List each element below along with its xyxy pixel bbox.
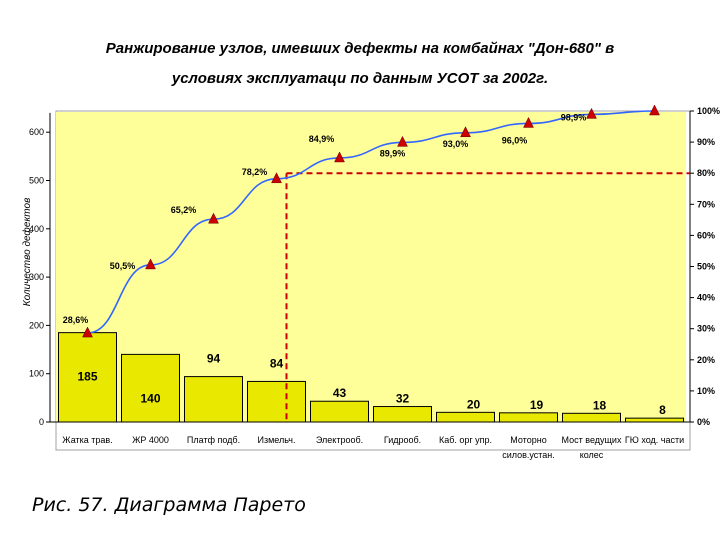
bar (184, 376, 243, 423)
x-tick-label: Каб. орг упр. (439, 435, 492, 445)
y2-tick-label: 70% (697, 199, 715, 209)
x-tick-label: Платф подб. (187, 435, 240, 445)
x-tick-label: Электрооб. (316, 435, 363, 445)
cumulative-marker (397, 135, 408, 147)
y2-tick-label: 0% (697, 417, 710, 427)
y-tick-label: 400 (29, 224, 44, 234)
y2-tick-label: 10% (697, 386, 715, 396)
bar-value-label: 19 (530, 398, 544, 412)
y2-tick-label: 50% (697, 262, 715, 272)
bar-value-label: 18 (593, 398, 607, 412)
y2-tick-label: 30% (697, 324, 715, 334)
bar (247, 380, 306, 423)
cumulative-label: 78,2% (242, 167, 268, 177)
x-tick-label: ЖР 4000 (132, 435, 169, 445)
bar-value-label: 20 (467, 397, 481, 411)
cumulative-marker (271, 172, 282, 184)
y-tick-label: 200 (29, 320, 44, 330)
cumulative-marker (82, 326, 93, 338)
x-tick-label: колес (580, 450, 604, 460)
cumulative-marker (145, 258, 156, 270)
y-tick-label: 100 (29, 369, 44, 379)
cumulative-line-series: 28,6% 50,5% 65,2% 78,2% 84,9% 89,9% 93,0% 96,0%… (63, 104, 660, 338)
bar (373, 406, 432, 423)
bar (58, 332, 117, 423)
y-tick-label: 300 (29, 272, 44, 282)
cumulative-marker (334, 151, 345, 163)
x-tick-label: Моторно (510, 435, 546, 445)
figure-caption: Рис. 57. Диаграмма Парето (32, 494, 306, 516)
cumulative-label: 93,0% (443, 139, 469, 149)
cumulative-marker (460, 126, 471, 138)
cumulative-label: 50,5% (110, 261, 136, 271)
bar-value-label: 185 (77, 370, 97, 384)
bar (121, 353, 180, 423)
bar-series: 185 140 94 84 43 32 20 19 18 8 (58, 332, 684, 423)
x-tick-label: Гидрооб. (384, 435, 421, 445)
cumulative-label: 84,9% (309, 134, 335, 144)
y-axis-left: 0 100 200 300 400 500 600 (29, 112, 51, 427)
reference-line-80 (285, 172, 690, 422)
cumulative-line (87, 110, 655, 334)
cumulative-marker (523, 116, 534, 128)
y2-tick-label: 40% (697, 293, 715, 303)
y-tick-label: 0 (39, 417, 44, 427)
bar (562, 412, 621, 423)
bar-value-label: 140 (140, 391, 160, 405)
y2-tick-label: 90% (697, 137, 715, 147)
y2-tick-label: 20% (697, 355, 715, 365)
x-tick-label: ГЮ ход. части (625, 435, 684, 445)
cumulative-label: 89,9% (380, 148, 406, 158)
cumulative-marker (649, 104, 660, 116)
x-tick-label: силов.устан. (502, 450, 555, 460)
cumulative-label: 98,9% (561, 112, 587, 122)
x-axis-labels: Жатка трав. ЖР 4000 Платф подб. Измельч. Эле… (50, 421, 690, 460)
chart-title-line-2: условиях эксплуатаци по данным УСОТ за 2… (171, 70, 549, 87)
y2-tick-label: 100% (697, 106, 720, 116)
cumulative-marker (586, 107, 597, 119)
y-tick-label: 600 (29, 127, 44, 137)
bar (436, 411, 495, 423)
x-tick-label: Мост ведущих (562, 435, 622, 445)
pareto-chart: 0 100 200 300 400 500 600 0% 10% 20% 30% 40% 50% 60%… (21, 104, 720, 460)
bar-value-label: 43 (333, 386, 347, 400)
y2-tick-label: 60% (697, 230, 715, 240)
cumulative-label: 96,0% (502, 135, 528, 145)
y-tick-label: 500 (29, 176, 44, 186)
bar (625, 417, 684, 423)
x-tick-label: Жатка трав. (62, 435, 112, 445)
cumulative-label: 65,2% (171, 205, 197, 215)
bar-value-label: 94 (207, 352, 221, 366)
bar-value-label: 32 (396, 392, 410, 406)
bar-value-label: 8 (659, 403, 666, 417)
y-axis-right: 0% 10% 20% 30% 40% 50% 60% 70% 80% 90% 100% (689, 106, 720, 427)
y-axis-title: Количество дефектов (21, 198, 33, 307)
bar (310, 400, 369, 423)
bar (499, 412, 558, 423)
y2-tick-label: 80% (697, 168, 715, 178)
chart-title-line-1: Ранжирование узлов, имевших дефекты на к… (105, 40, 615, 57)
x-tick-label: Измельч. (257, 435, 295, 445)
cumulative-label: 28,6% (63, 315, 89, 325)
cumulative-marker (208, 212, 219, 224)
bar-value-label: 84 (270, 356, 284, 370)
